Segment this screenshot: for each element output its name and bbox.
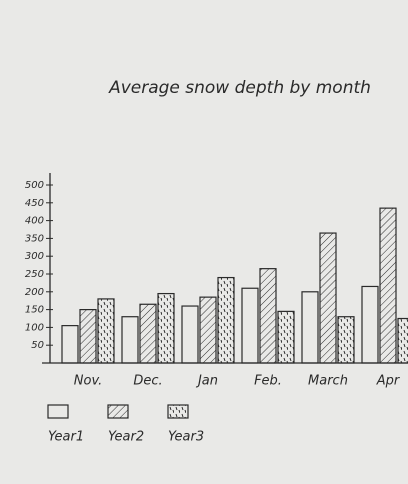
bar (241, 287, 259, 364)
y-tick-label: 100 (25, 322, 44, 333)
y-tick-label: 450 (25, 198, 44, 209)
y-tick-label: 500 (25, 180, 44, 191)
x-tick-label: Jan (195, 374, 218, 389)
legend-swatch (107, 404, 129, 419)
y-tick-label: 150 (25, 305, 44, 316)
bar (139, 303, 157, 364)
y-tick-label: 400 (25, 216, 44, 227)
legend-label: Year3 (168, 430, 204, 445)
legend-label: Year1 (48, 430, 84, 445)
bar (379, 207, 397, 364)
x-tick-label: Apr (376, 374, 401, 389)
bar (277, 310, 295, 364)
y-tick-label: 350 (25, 233, 44, 244)
bar (259, 268, 277, 364)
bar (361, 285, 379, 364)
legend-label: Year2 (108, 430, 144, 445)
bar (61, 325, 79, 364)
x-tick-label: Feb. (254, 374, 282, 389)
chart-title: Average snow depth by month (108, 78, 371, 98)
x-tick-label: Nov. (74, 374, 102, 389)
x-tick-label: March (308, 374, 348, 389)
bar (217, 276, 235, 364)
bar (121, 316, 139, 364)
bar (157, 292, 175, 364)
legend-swatch (167, 404, 189, 419)
bar (181, 305, 199, 364)
bar (337, 316, 355, 364)
legend-swatch (47, 404, 69, 419)
x-tick-label: Dec. (133, 374, 162, 389)
bar (199, 296, 217, 364)
y-tick-label: 200 (25, 287, 44, 298)
bar (79, 309, 97, 364)
bar (397, 317, 408, 364)
bar (97, 298, 115, 364)
bar (319, 232, 337, 364)
bar (301, 291, 319, 364)
y-tick-label: 300 (25, 251, 44, 262)
y-tick-label: 250 (25, 269, 44, 280)
y-tick-label: 50 (31, 340, 44, 351)
